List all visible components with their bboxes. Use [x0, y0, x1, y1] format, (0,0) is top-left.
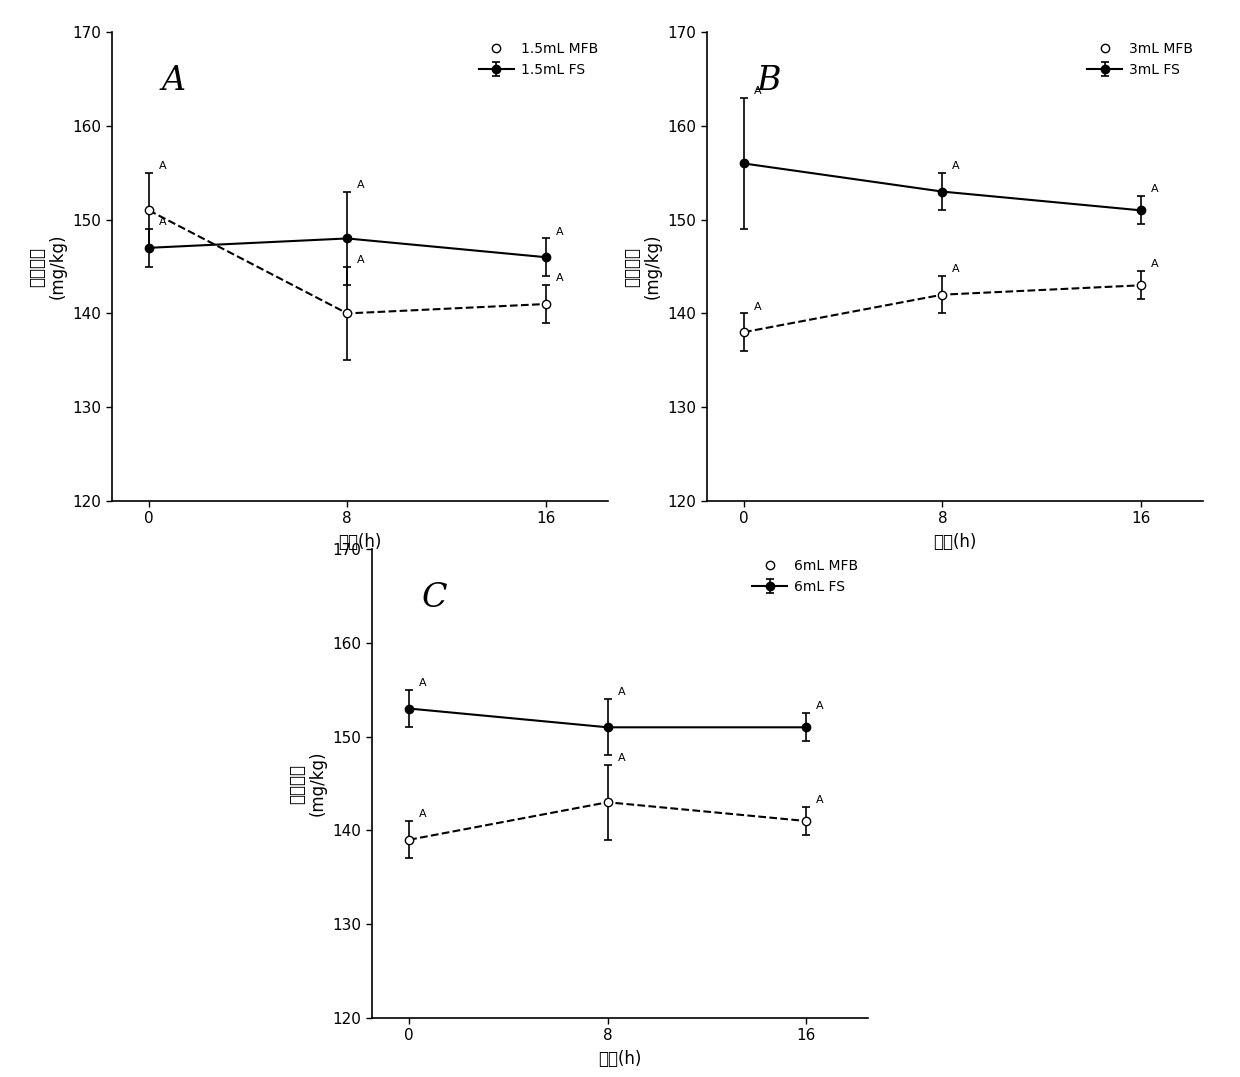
X-axis label: 时间(h): 时间(h)	[934, 533, 976, 551]
Text: A: A	[556, 274, 563, 283]
3mL MFB	[935, 289, 950, 302]
Y-axis label: 亚硒酸盐
(mg/kg): 亚硒酸盐 (mg/kg)	[288, 751, 327, 816]
Text: A: A	[159, 160, 166, 171]
Y-axis label: 亚硒酸盐
(mg/kg): 亚硒酸盐 (mg/kg)	[27, 234, 67, 299]
Text: A: A	[816, 795, 823, 806]
Text: A: A	[357, 254, 365, 265]
Text: A: A	[952, 160, 960, 171]
Text: B: B	[756, 65, 781, 97]
Text: A: A	[419, 677, 427, 688]
Line: 6mL MFB: 6mL MFB	[405, 798, 810, 844]
6mL MFB	[799, 814, 813, 827]
Text: A: A	[556, 226, 563, 237]
1.5mL MFB	[141, 204, 156, 216]
3mL MFB	[1133, 279, 1148, 292]
Text: A: A	[618, 753, 625, 763]
3mL MFB	[737, 325, 751, 338]
6mL MFB	[402, 834, 417, 847]
Text: A: A	[754, 86, 761, 96]
Legend: 6mL MFB, 6mL FS: 6mL MFB, 6mL FS	[746, 554, 864, 600]
Text: A: A	[952, 264, 960, 274]
Legend: 3mL MFB, 3mL FS: 3mL MFB, 3mL FS	[1081, 37, 1199, 83]
1.5mL MFB	[340, 307, 355, 320]
Text: A: A	[419, 809, 427, 820]
Text: A: A	[618, 687, 625, 697]
Line: 1.5mL MFB: 1.5mL MFB	[145, 206, 549, 318]
Text: C: C	[422, 582, 448, 614]
1.5mL MFB	[538, 297, 553, 310]
Legend: 1.5mL MFB, 1.5mL FS: 1.5mL MFB, 1.5mL FS	[474, 37, 604, 83]
Text: A: A	[357, 180, 365, 190]
X-axis label: 时间(h): 时间(h)	[339, 533, 381, 551]
6mL MFB	[600, 796, 615, 809]
Line: 3mL MFB: 3mL MFB	[740, 281, 1145, 336]
Text: A: A	[1151, 260, 1158, 269]
Text: A: A	[161, 65, 185, 97]
X-axis label: 时间(h): 时间(h)	[599, 1050, 641, 1068]
Text: A: A	[754, 302, 761, 311]
Text: A: A	[1151, 184, 1158, 195]
Text: A: A	[816, 701, 823, 712]
Y-axis label: 亚硒酸盐
(mg/kg): 亚硒酸盐 (mg/kg)	[622, 234, 662, 299]
Text: A: A	[159, 218, 166, 227]
